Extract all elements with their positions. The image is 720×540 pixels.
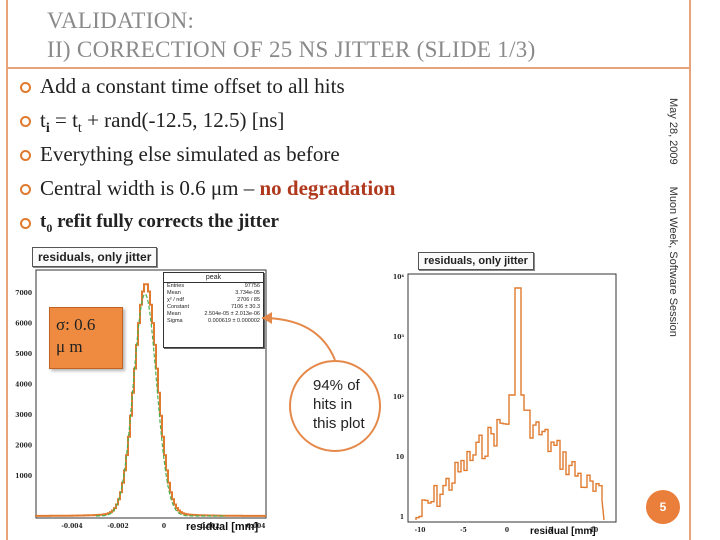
stats-row: Mean 3.734e-05 xyxy=(167,290,260,296)
bullet-5: t0 refit fully corrects the jitter xyxy=(20,208,560,242)
right-plot-canvas: 10⁴ 10³ 10² 10 1 -10 -5 0 5 10 xyxy=(393,273,617,534)
right-x-tick: 10 xyxy=(590,527,598,534)
callout-bubble: 94% of hits in this plot xyxy=(289,360,381,452)
right-plot-title: residuals, only jitter xyxy=(418,252,534,270)
left-x-tick: -0.004 xyxy=(61,523,82,530)
bullet-5-sub: 0 xyxy=(46,220,53,235)
left-y-tick: 3000 xyxy=(15,412,32,419)
formula-t: t xyxy=(40,108,46,132)
right-plot-xlabel: residual [mm] xyxy=(530,526,596,537)
left-stats-box: peak Entries 97756 Mean 3.734e-05 χ² / ndf… xyxy=(163,272,264,348)
sigma-note-line-2: μ m xyxy=(56,337,83,356)
bullet-marker-icon xyxy=(20,116,31,127)
left-plot: 7000 6000 5000 4000 3000 2000 1000 -0.004 -0.00… xyxy=(10,245,272,535)
left-x-tick: 0.004 xyxy=(247,523,266,530)
left-y-tick: 6000 xyxy=(15,321,32,328)
title-line-2: II) CORRECTION OF 25 NS JITTER (SLIDE 1/… xyxy=(47,37,536,62)
bullet-4-text: Central width is 0.6 μm – xyxy=(40,176,260,200)
bullet-2: ti = tt + rand(-12.5, 12.5) [ns] xyxy=(20,106,560,140)
left-plot-xlabel: residual [mm] xyxy=(186,521,259,533)
side-date: May 28, 2009 xyxy=(667,98,679,165)
right-x-tick: -10 xyxy=(415,527,426,534)
bullet-4-highlight: no degradation xyxy=(259,176,396,200)
side-footer: May 28, 2009 Muon Week, Software Session xyxy=(667,98,679,337)
bullet-3: Everything else simulated as before xyxy=(20,140,560,174)
right-rule xyxy=(689,0,691,540)
stats-row: Entries 97756 xyxy=(167,283,260,289)
stats-row: Sigma 0.000619 ± 0.000002 xyxy=(167,318,260,324)
left-x-tick: -0.002 xyxy=(107,523,128,530)
side-event: Muon Week, Software Session xyxy=(667,186,679,337)
right-y-tick: 10⁴ xyxy=(393,274,404,281)
bullet-marker-icon xyxy=(20,184,31,195)
formula-eq: = t xyxy=(49,108,78,132)
right-x-tick: -5 xyxy=(460,527,467,534)
sigma-note: σ: 0.6 μ m xyxy=(49,307,123,369)
left-y-tick: 1000 xyxy=(15,473,32,480)
callout-line-2: hits in xyxy=(313,396,353,413)
title-line-1: VALIDATION: xyxy=(47,8,195,33)
sigma-note-line-1: σ: 0.6 xyxy=(56,315,96,334)
formula-sub-t: t xyxy=(77,121,82,137)
page-number: 5 xyxy=(646,490,680,524)
left-x-tick: 0 xyxy=(162,523,166,530)
right-x-tick: 0 xyxy=(505,527,509,534)
right-y-tick: 10³ xyxy=(393,334,404,341)
right-y-tick: 10 xyxy=(396,454,404,461)
right-plot: 10⁴ 10³ 10² 10 1 -10 -5 0 5 10 residuals, only j… xyxy=(390,250,625,538)
callout-line-3: this plot xyxy=(313,415,365,432)
bullet-1: Add a constant time offset to all hits xyxy=(20,72,560,106)
bullet-5-t: t xyxy=(40,211,47,232)
left-rule xyxy=(6,0,8,540)
stats-row: Mean 2.504e-05 ± 2.013e-06 xyxy=(167,311,260,317)
bullet-4: Central width is 0.6 μm – no degradation xyxy=(20,174,560,208)
title-underline xyxy=(6,67,691,69)
formula-rest: + rand(-12.5, 12.5) [ns] xyxy=(81,108,285,132)
left-y-tick: 4000 xyxy=(15,382,32,389)
right-y-tick: 10² xyxy=(393,394,404,401)
left-y-tick: 7000 xyxy=(15,290,32,297)
bullet-marker-icon xyxy=(20,150,31,161)
bullet-5-text: refit fully corrects the jitter xyxy=(52,211,279,232)
right-y-tick: 1 xyxy=(400,514,404,521)
bullet-marker-icon xyxy=(20,82,31,93)
left-plot-title: residuals, only jitter xyxy=(32,247,158,267)
stats-row: Constant 7106 ± 30.3 xyxy=(167,304,260,310)
bullet-marker-icon xyxy=(20,218,31,229)
stats-row: χ² / ndf 2706 / 85 xyxy=(167,297,260,303)
stats-name: peak xyxy=(164,273,263,283)
left-y-tick: 5000 xyxy=(15,351,32,358)
bullet-3-text: Everything else simulated as before xyxy=(40,142,340,166)
slide-title: VALIDATION: II) CORRECTION OF 25 NS JITT… xyxy=(47,6,536,64)
right-x-tick: 5 xyxy=(548,527,552,534)
bullet-list: Add a constant time offset to all hits t… xyxy=(20,72,560,242)
left-y-tick: 2000 xyxy=(15,443,32,450)
formula-sub-i: i xyxy=(45,121,50,137)
bullet-1-text: Add a constant time offset to all hits xyxy=(40,74,345,98)
left-x-tick: 0.002 xyxy=(201,523,220,530)
callout-line-1: 94% of xyxy=(313,377,360,394)
